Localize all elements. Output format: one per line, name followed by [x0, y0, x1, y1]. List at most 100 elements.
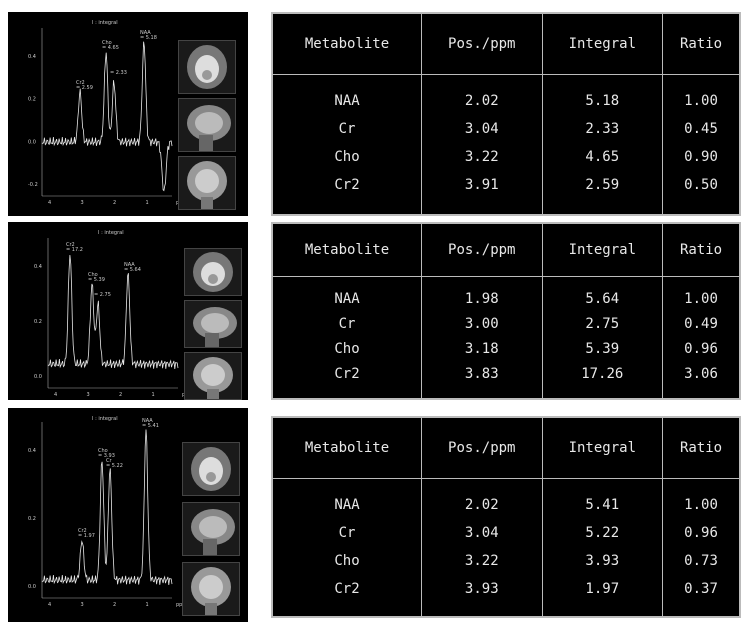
cell: 3.22 — [464, 149, 499, 165]
thumbnail-strip-2 — [184, 248, 242, 400]
cell: 3.18 — [464, 341, 499, 357]
spectrum-title: I : integral — [92, 416, 118, 422]
cell: 0.96 — [684, 525, 718, 541]
cell: Cr — [338, 316, 356, 332]
x-axis-label: ppm — [176, 602, 187, 608]
peak-label: NAA = 5.41 — [142, 418, 159, 429]
x-tick-label: 2 — [119, 392, 122, 398]
sagittal-mri-thumbnail — [178, 98, 236, 152]
cell: Cr2 — [334, 177, 360, 193]
cell: 2.02 — [464, 93, 499, 109]
peak-label: Cr2 = 2.59 — [76, 80, 93, 91]
cell: 0.45 — [684, 121, 718, 137]
peak-label: NAA = 5.64 — [124, 262, 141, 273]
position-column: 2.02 3.04 3.22 3.91 — [421, 74, 543, 214]
header-position: Pos./ppm — [421, 14, 543, 75]
spectrum-title: I : integral — [92, 20, 118, 26]
header-metabolite: Metabolite — [273, 14, 423, 75]
header-integral: Integral — [542, 14, 664, 75]
cell: 3.00 — [464, 316, 499, 332]
sagittal-mri-thumbnail — [182, 502, 240, 556]
cell: 2.75 — [585, 316, 620, 332]
header-position: Pos./ppm — [421, 418, 543, 479]
metabolite-table-2: Metabolite Pos./ppm Integral Ratio NAA C… — [271, 222, 741, 400]
peak-label: Cr2 = 17.2 — [66, 242, 83, 253]
y-tick-label: 0.2 — [28, 516, 36, 522]
axial-mri-thumbnail — [184, 248, 242, 296]
cell: 4.65 — [585, 149, 620, 165]
integral-column: 5.41 5.22 3.93 1.97 — [542, 478, 664, 616]
x-tick-label: 1 — [146, 602, 149, 608]
cell: 0.96 — [684, 341, 718, 357]
cell: 1.00 — [684, 93, 718, 109]
x-tick-label: 1 — [146, 200, 149, 206]
thumbnail-strip-1 — [178, 40, 236, 210]
y-tick-label: 0.2 — [28, 97, 36, 103]
axial-mri-thumbnail — [182, 442, 240, 496]
cell: 1.00 — [684, 291, 718, 307]
metabolite-column: NAA Cr Cho Cr2 — [273, 276, 423, 398]
header-ratio: Ratio — [662, 418, 739, 479]
y-tick-label: 0.4 — [28, 448, 36, 454]
y-tick-label: 0.4 — [28, 54, 36, 60]
peak-label: Cho = 5.39 — [88, 272, 105, 283]
cell: 3.22 — [464, 553, 499, 569]
metabolite-column: NAA Cr Cho Cr2 — [273, 478, 423, 616]
integral-column: 5.64 2.75 5.39 17.26 — [542, 276, 664, 398]
metabolite-column: NAA Cr Cho Cr2 — [273, 74, 423, 214]
y-tick-label: 0.0 — [28, 584, 36, 590]
position-column: 2.02 3.04 3.22 3.93 — [421, 478, 543, 616]
cell: 3.93 — [464, 581, 499, 597]
cell: 2.02 — [464, 497, 499, 513]
cell: Cr — [338, 525, 356, 541]
cell: Cho — [334, 149, 360, 165]
integral-column: 5.18 2.33 4.65 2.59 — [542, 74, 664, 214]
spectrum-trace — [41, 429, 173, 585]
x-tick-label: 4 — [48, 200, 51, 206]
cell: 1.98 — [464, 291, 499, 307]
cell: NAA — [334, 291, 360, 307]
peak-label: Cr2 = 1.97 — [78, 528, 95, 539]
header-integral: Integral — [542, 224, 664, 277]
cell: 0.49 — [684, 316, 718, 332]
spectrum-trace — [47, 254, 179, 369]
cell: Cr2 — [334, 581, 360, 597]
cell: 2.59 — [585, 177, 620, 193]
metabolite-table-1: Metabolite Pos./ppm Integral Ratio NAA C… — [271, 12, 741, 216]
cell: 3.04 — [464, 121, 499, 137]
peak-label: Cho = 4.65 — [102, 40, 119, 51]
y-tick-label: 0.4 — [34, 264, 42, 270]
x-tick-label: 4 — [54, 392, 57, 398]
cell: 3.93 — [585, 553, 620, 569]
spectrum-plot-3: I : integral 0.4 0.2 0.0 4 3 2 1 ppm Cr2= 1.97 Cho… — [28, 416, 187, 608]
x-tick-label: 3 — [81, 200, 84, 206]
cell: 2.33 — [585, 121, 620, 137]
spectrum-trace — [41, 41, 173, 192]
sagittal-mri-thumbnail — [184, 300, 242, 348]
header-ratio: Ratio — [662, 14, 739, 75]
metabolite-table-3: Metabolite Pos./ppm Integral Ratio NAA C… — [271, 416, 741, 618]
cell: Cr — [338, 121, 356, 137]
cell: Cho — [334, 553, 360, 569]
cell: 5.64 — [585, 291, 620, 307]
y-tick-label: -0.2 — [28, 182, 38, 188]
x-tick-label: 2 — [113, 200, 116, 206]
cell: 5.39 — [585, 341, 620, 357]
peak-label: = 2.33 — [110, 70, 127, 76]
axial-mri-thumbnail — [178, 40, 236, 94]
peak-label: Cr = 5.22 — [106, 458, 123, 469]
x-tick-label: 2 — [113, 602, 116, 608]
cell: 1.97 — [585, 581, 620, 597]
ratio-column: 1.00 0.49 0.96 3.06 — [663, 277, 739, 399]
cell: 5.22 — [585, 525, 620, 541]
spectrum-title: I : integral — [98, 230, 124, 236]
coronal-mri-thumbnail — [184, 352, 242, 400]
peak-label: NAA = 5.18 — [140, 30, 157, 41]
thumbnail-strip-3 — [182, 442, 240, 618]
y-tick-label: 0.0 — [28, 139, 36, 145]
ratio-column: 1.00 0.45 0.90 0.50 — [663, 75, 739, 215]
cell: 17.26 — [581, 366, 624, 382]
cell: Cho — [334, 341, 360, 357]
cell: 0.73 — [684, 553, 718, 569]
